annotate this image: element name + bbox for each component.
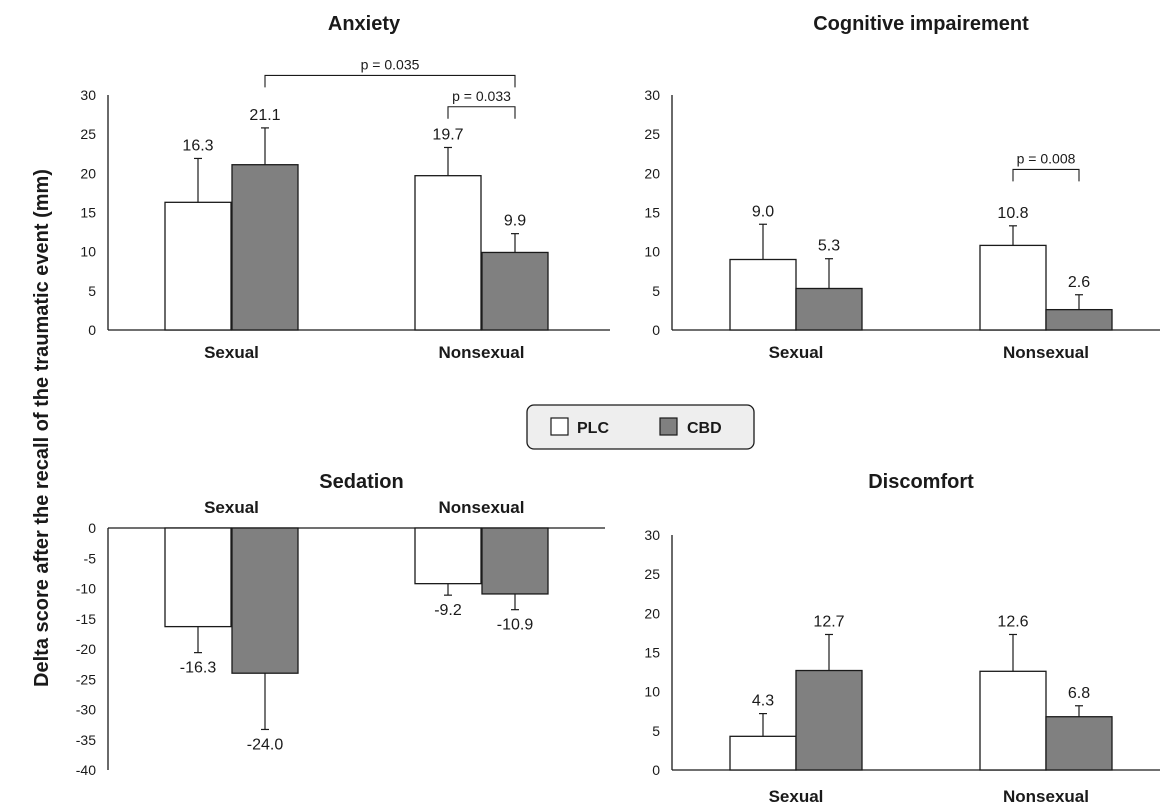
significance-bracket (447, 106, 516, 119)
value-label: 19.7 (432, 126, 463, 143)
category-label: Nonsexual (1003, 787, 1089, 803)
bar-cbd (481, 527, 549, 595)
y-tick-label: 30 (80, 87, 96, 103)
chart-title: Anxiety (328, 13, 401, 35)
y-tick-label: 0 (652, 762, 660, 778)
y-axis-label: Delta score after the recall of the trau… (31, 169, 53, 687)
chart-anxiety: Anxiety 0 5 10 15 20 25 30 Sexual Nonsexual 16.3 19… (80, 13, 610, 362)
category-label: Nonsexual (439, 343, 525, 362)
legend-box (526, 404, 755, 450)
y-tick-label: -5 (84, 550, 97, 566)
chart-panels: Anxiety 0 5 10 15 20 25 30 Sexual Nonsexual 16.3 19… (76, 13, 1160, 803)
y-tick-label: 5 (652, 283, 660, 299)
legend-label-cbd: CBD (687, 420, 722, 437)
value-label: 16.3 (182, 137, 213, 154)
y-tick-label: 25 (644, 126, 660, 142)
legend-label-plc: PLC (577, 420, 609, 437)
value-label: 10.8 (997, 205, 1028, 222)
y-tick-label: -20 (76, 641, 96, 657)
y-tick-label: -15 (76, 611, 96, 627)
y-tick-label: 0 (88, 520, 96, 536)
bar-plc (979, 670, 1047, 771)
value-label: -10.9 (497, 617, 534, 634)
y-tick-label: 10 (644, 684, 660, 700)
bar-cbd (1045, 716, 1113, 771)
y-tick-label: 20 (80, 165, 96, 181)
value-label: -9.2 (434, 602, 462, 619)
value-label: 5.3 (818, 238, 840, 255)
value-label: 12.6 (997, 613, 1028, 630)
bar-cbd (231, 527, 299, 674)
chart-title: Discomfort (868, 471, 974, 493)
significance-bracket (264, 74, 516, 88)
bar-cbd (481, 251, 549, 331)
bar-cbd (231, 164, 299, 331)
y-tick-label: 25 (644, 566, 660, 582)
bar-plc (979, 244, 1047, 331)
legend: PLC CBD (526, 404, 755, 450)
chart-sedation: Sedation 0 -5 -10 -15 -20 -25 -30 -35 -40 Sexual No… (76, 471, 605, 778)
y-tick-label: 30 (644, 87, 660, 103)
value-label: 9.9 (504, 213, 526, 230)
significance-bracket (1012, 168, 1080, 182)
bar-plc (729, 258, 797, 331)
y-tick-label: 30 (644, 527, 660, 543)
legend-swatch-plc (550, 417, 569, 436)
y-tick-label: 20 (644, 605, 660, 621)
chart-cognitive-impairement: Cognitive impairement 0 5 10 15 20 25 30 Sexual N… (644, 13, 1160, 362)
value-label: 2.6 (1068, 274, 1090, 291)
y-tick-label: 10 (80, 244, 96, 260)
bar-plc (729, 735, 797, 771)
category-label: Nonsexual (439, 498, 525, 517)
category-label: Sexual (204, 498, 259, 517)
significance-label: p = 0.035 (361, 56, 420, 72)
y-tick-label: -30 (76, 702, 96, 718)
y-tick-label: 10 (644, 244, 660, 260)
bar-cbd (795, 287, 863, 331)
bar-plc (164, 527, 232, 628)
bar-plc (414, 527, 482, 585)
y-tick-label: 15 (80, 205, 96, 221)
bar-plc (164, 201, 232, 331)
y-tick-label: -10 (76, 581, 96, 597)
significance-label: p = 0.033 (452, 88, 511, 104)
category-label: Sexual (769, 787, 824, 803)
value-label: 6.8 (1068, 685, 1090, 702)
y-tick-label: -35 (76, 732, 96, 748)
value-label: 12.7 (813, 613, 844, 630)
significance-label: p = 0.008 (1017, 150, 1076, 166)
bar-cbd (1045, 308, 1113, 331)
y-tick-label: 0 (88, 322, 96, 338)
category-label: Sexual (204, 343, 259, 362)
bar-plc (414, 175, 482, 331)
value-label: 9.0 (752, 203, 774, 220)
y-tick-label: 25 (80, 126, 96, 142)
y-tick-label: 15 (644, 205, 660, 221)
chart-title: Sedation (319, 471, 403, 493)
chart-discomfort: Discomfort 0 5 10 15 20 25 30 Sexual Nonsexual 4.3… (644, 471, 1160, 803)
chart-title: Cognitive impairement (813, 13, 1029, 35)
y-tick-label: 20 (644, 165, 660, 181)
value-label: -16.3 (180, 660, 217, 677)
y-tick-label: 15 (644, 645, 660, 661)
y-tick-label: 5 (652, 723, 660, 739)
y-tick-label: -40 (76, 762, 96, 778)
value-label: 21.1 (249, 107, 280, 124)
bar-cbd (795, 669, 863, 771)
y-tick-label: 5 (88, 283, 96, 299)
y-tick-label: -25 (76, 671, 96, 687)
value-label: -24.0 (247, 736, 284, 753)
category-label: Nonsexual (1003, 343, 1089, 362)
value-label: 4.3 (752, 693, 774, 710)
legend-swatch-cbd (659, 417, 678, 436)
y-tick-label: 0 (652, 322, 660, 338)
category-label: Sexual (769, 343, 824, 362)
